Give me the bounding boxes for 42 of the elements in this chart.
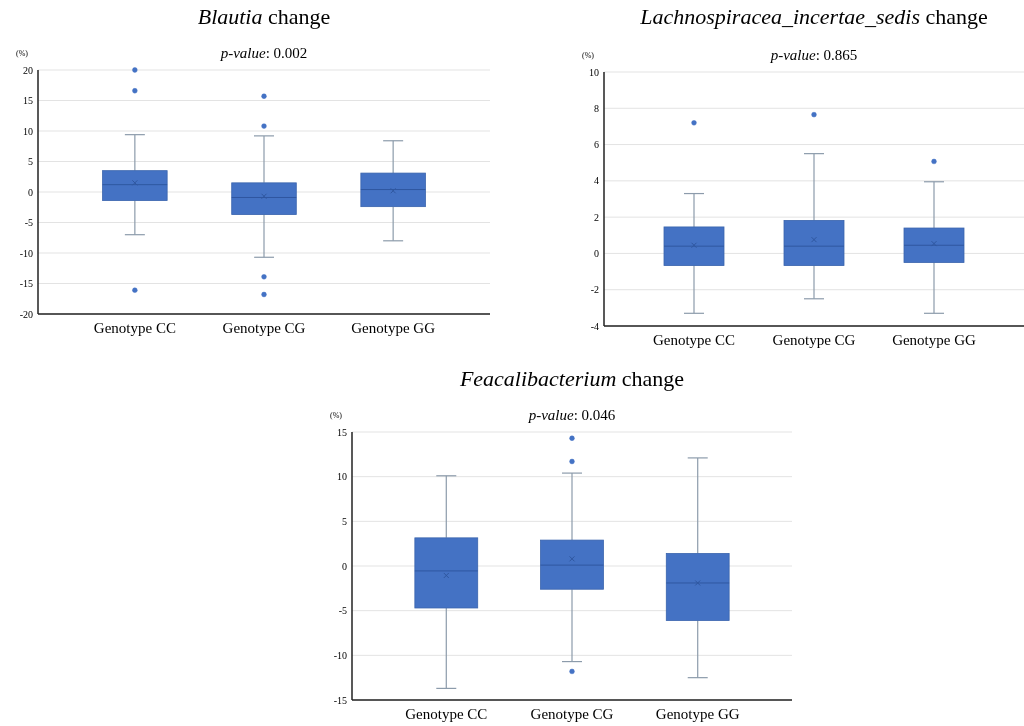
y-tick-label: 10 bbox=[589, 66, 599, 78]
y-axis-title: (%) bbox=[330, 411, 343, 420]
y-tick-label: 10 bbox=[337, 471, 347, 483]
x-tick-label: Genotype CG bbox=[530, 706, 614, 722]
y-tick-label: 6 bbox=[594, 139, 599, 151]
y-tick-label: -2 bbox=[590, 284, 599, 296]
y-tick-label: -4 bbox=[590, 320, 599, 332]
y-tick-label: 8 bbox=[594, 102, 599, 114]
y-tick-label: -5 bbox=[24, 217, 33, 228]
y-tick-label: 5 bbox=[28, 156, 33, 167]
x-tick-label: Genotype GG bbox=[892, 332, 977, 348]
chart-title: Feacalibacterium change bbox=[458, 366, 685, 391]
x-tick-label: Genotype CG bbox=[772, 332, 856, 348]
y-tick-label: 10 bbox=[23, 125, 33, 137]
y-tick-label: -10 bbox=[19, 247, 33, 259]
y-tick-label: -5 bbox=[338, 605, 347, 617]
y-tick-label: 0 bbox=[28, 186, 33, 198]
y-tick-label: -15 bbox=[333, 694, 347, 706]
y-tick-label: 15 bbox=[337, 426, 347, 438]
y-tick-label: -10 bbox=[333, 649, 347, 661]
x-tick-label: Genotype CC bbox=[93, 320, 176, 336]
chart-subtitle: p-value: 0.002 bbox=[219, 45, 308, 61]
y-tick-label: -20 bbox=[19, 308, 33, 320]
x-tick-label: Genotype CG bbox=[222, 320, 306, 336]
x-tick-label: Genotype CC bbox=[652, 332, 736, 348]
y-tick-label: 4 bbox=[594, 175, 599, 187]
chart-title: Lachnospiracea_incertae_sedis change bbox=[639, 4, 988, 29]
chart-subtitle: p-value: 0.865 bbox=[769, 47, 858, 63]
y-tick-label: 0 bbox=[594, 247, 599, 259]
y-tick-label: 0 bbox=[342, 560, 347, 572]
x-tick-label: Genotype GG bbox=[655, 706, 740, 722]
y-tick-label: 5 bbox=[342, 515, 347, 527]
x-tick-label: Genotype GG bbox=[351, 320, 436, 336]
y-tick-label: 20 bbox=[23, 64, 33, 76]
y-axis-title: (%) bbox=[16, 49, 29, 58]
y-tick-label: 15 bbox=[23, 95, 33, 106]
x-tick-label: Genotype CC bbox=[405, 706, 488, 722]
y-axis-title: (%) bbox=[582, 51, 595, 60]
chart-subtitle: p-value: 0.046 bbox=[527, 407, 616, 423]
y-tick-label: 2 bbox=[594, 211, 599, 223]
chart-title: Blautia change bbox=[197, 4, 331, 29]
y-tick-label: -15 bbox=[19, 278, 33, 289]
